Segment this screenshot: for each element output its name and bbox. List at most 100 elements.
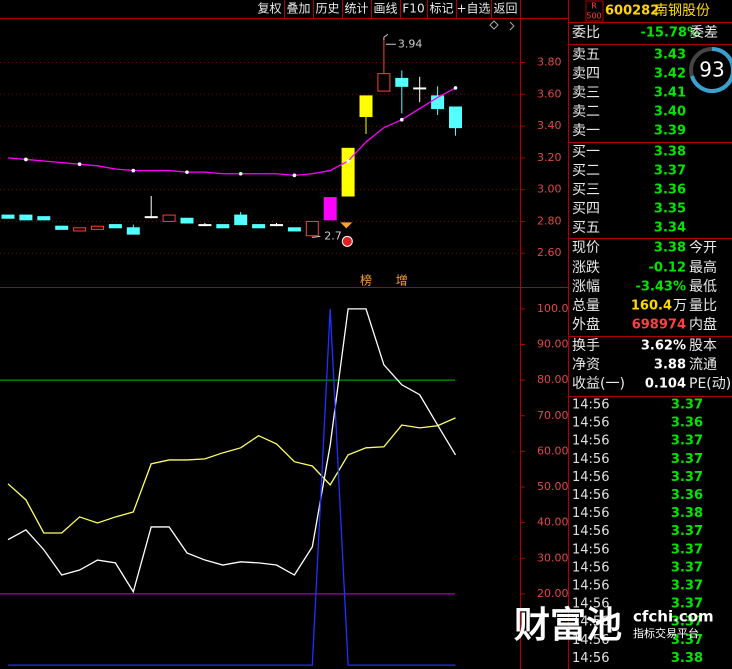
- ratio-side: 委差: [690, 25, 718, 41]
- book-label: 买三: [572, 182, 600, 198]
- y-tick-label: 30.00: [537, 551, 569, 564]
- tick-price: 3.36: [671, 416, 703, 431]
- gauge: 93: [689, 46, 732, 93]
- watermark-site: cfchi.com: [633, 608, 714, 626]
- stock-code: 600282: [605, 4, 659, 19]
- stat-side: 最高: [689, 259, 717, 276]
- tick-price: 3.37: [671, 597, 703, 612]
- book-price: 3.40: [654, 105, 686, 120]
- toolbar-button[interactable]: F10: [402, 2, 424, 16]
- tick-time: 14:56: [572, 524, 609, 539]
- book-label: 买二: [572, 163, 600, 179]
- tick-time: 14:56: [572, 560, 609, 575]
- tick-time: 14:56: [572, 633, 609, 648]
- tick-price: 3.37: [671, 470, 703, 485]
- book-price: 3.43: [654, 48, 686, 63]
- stat-label: 净资: [572, 357, 600, 373]
- book-price: 3.39: [654, 124, 686, 139]
- tick-price: 3.37: [671, 560, 703, 575]
- book-label: 买四: [572, 201, 600, 217]
- stock-name: 南钢股份: [654, 3, 710, 19]
- toolbar-button[interactable]: 复权: [257, 2, 281, 16]
- book-price: 3.41: [654, 86, 686, 101]
- signal-diamond: [340, 222, 353, 229]
- candle-body: [91, 225, 104, 230]
- toolbar-button[interactable]: 返回: [493, 2, 517, 16]
- tick-price: 3.37: [671, 579, 703, 594]
- y-tick-label: 3.80: [537, 56, 562, 69]
- tick-price: 3.38: [671, 651, 703, 666]
- candle-body: [377, 73, 391, 92]
- stat-side: PE(动): [689, 376, 731, 392]
- badge-box: [394, 273, 409, 287]
- tick-price: 3.37: [671, 633, 703, 648]
- stat-label: 涨幅: [572, 279, 600, 295]
- stat-side: 量比: [689, 298, 717, 314]
- ma-dot: [400, 117, 404, 122]
- book-label: 买一: [572, 144, 600, 160]
- ma-dot: [238, 171, 243, 176]
- y-tick-label: 3.00: [537, 183, 562, 196]
- y-tick-label: 50.00: [537, 480, 569, 493]
- tick-time: 14:56: [572, 597, 609, 612]
- high-pointer: [383, 33, 396, 45]
- book-price: 3.42: [654, 67, 686, 82]
- indicator-line: [8, 308, 456, 666]
- book-price: 3.34: [654, 221, 686, 236]
- y-tick-label: 3.40: [537, 119, 562, 132]
- stat-value: 698974: [632, 318, 686, 333]
- candle-body: [37, 216, 51, 221]
- stat-value: 3.38: [654, 241, 686, 256]
- toolbar-button[interactable]: 标记: [429, 2, 453, 16]
- tick-price: 3.36: [671, 488, 703, 503]
- y-tick-label: 90.00: [537, 338, 569, 351]
- candle-body: [126, 227, 140, 235]
- stat-label: 外盘: [572, 316, 600, 333]
- y-tick-label: 2.60: [537, 246, 562, 259]
- tick-time: 14:56: [572, 579, 609, 594]
- candle-body: [1, 214, 15, 219]
- stat-label: 涨跌: [572, 260, 600, 276]
- y-tick-label: 60.00: [537, 444, 569, 457]
- stat-side: 内盘: [689, 316, 717, 333]
- tick-price: 3.38: [671, 506, 703, 521]
- candle-body: [323, 197, 337, 221]
- book-label: 买五: [572, 220, 600, 236]
- candle-body: [305, 220, 319, 237]
- toolbar-button[interactable]: +自选: [456, 2, 490, 16]
- toolbar-button[interactable]: 统计: [344, 2, 368, 16]
- candle-body: [73, 227, 87, 232]
- y-tick-label: 3.60: [537, 87, 562, 100]
- tick-price: 3.37: [671, 452, 703, 467]
- stat-unit: 万: [673, 298, 687, 314]
- indicator-line: [7, 308, 457, 594]
- badge-text: 增: [396, 274, 408, 288]
- candle-body: [162, 214, 176, 222]
- candle-body: [180, 217, 194, 224]
- toolbar-button[interactable]: 画线: [373, 2, 397, 16]
- stat-value: 3.88: [654, 358, 686, 373]
- corner-icons: [489, 20, 515, 31]
- signal-ball: [341, 235, 353, 247]
- candle-body: [395, 77, 409, 87]
- toolbar-button[interactable]: 历史: [315, 2, 339, 16]
- low-pointer: [312, 235, 321, 238]
- tick-time: 14:56: [572, 398, 609, 413]
- stat-side: 今开: [689, 240, 717, 256]
- badge-bottom: 500: [586, 12, 601, 21]
- candle-body: [216, 224, 230, 229]
- toolbar-button[interactable]: 叠加: [286, 2, 310, 16]
- tick-time: 14:56: [572, 452, 609, 467]
- tick-time: 14:56: [572, 651, 609, 666]
- high-label: 3.94: [398, 37, 423, 50]
- tick-price: 3.37: [671, 615, 703, 630]
- book-price: 3.38: [654, 145, 686, 160]
- tick-time: 14:56: [572, 615, 609, 630]
- book-price: 3.36: [654, 183, 686, 198]
- moving-average: [7, 87, 456, 176]
- candle-body: [19, 214, 33, 221]
- candle-body: [144, 216, 158, 219]
- stat-label: 总量: [572, 298, 600, 314]
